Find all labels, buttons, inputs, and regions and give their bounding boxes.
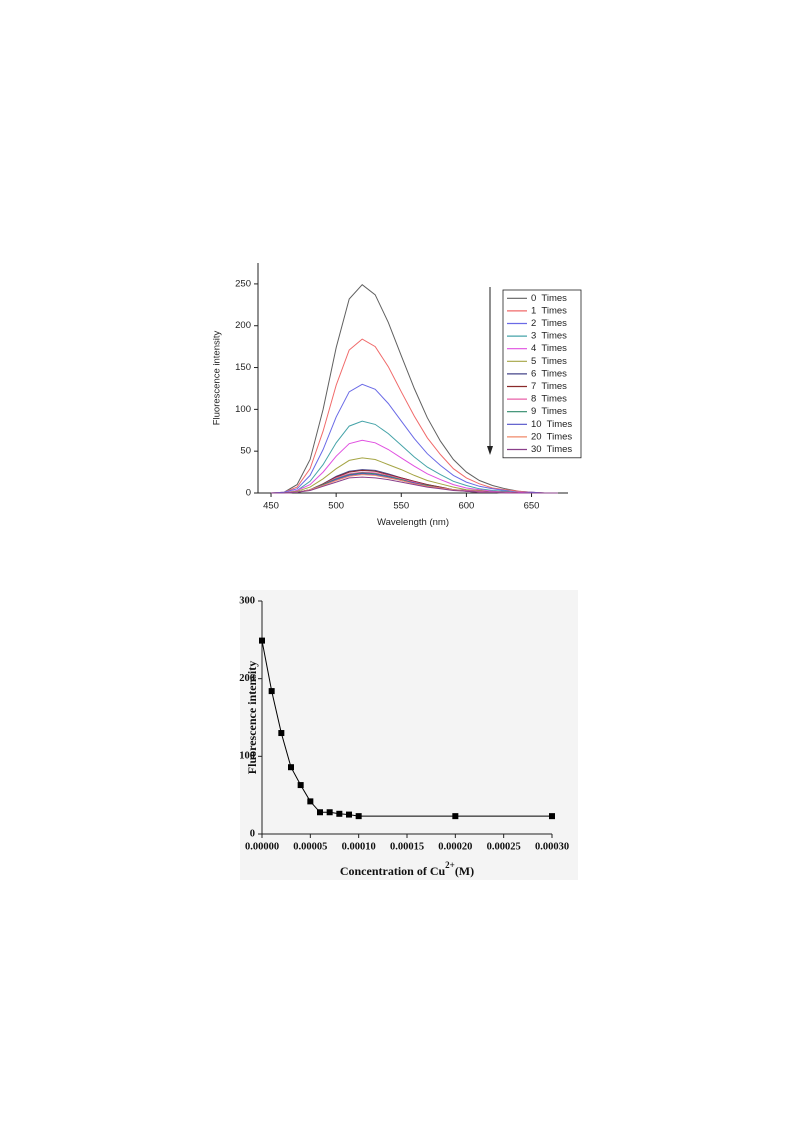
x-axis-label-suffix: (M) (455, 864, 474, 878)
marker (288, 764, 294, 771)
x-tick-label: 0.00030 (535, 841, 569, 852)
x-tick-label: 450 (263, 501, 279, 512)
spectrum-line (270, 338, 558, 494)
y-tick-label: 200 (239, 673, 255, 684)
x-axis-label-text: Concentration of Cu (340, 864, 446, 878)
x-axis-label-sup: 2+ (445, 860, 455, 870)
marker (278, 730, 285, 737)
marker (317, 809, 323, 816)
arrow-head (487, 446, 493, 455)
x-tick-label: 0.00005 (293, 841, 327, 852)
marker (549, 813, 555, 820)
x-tick-label: 500 (328, 501, 344, 512)
x-tick-label: 650 (524, 501, 540, 512)
legend-label: 2 Times (531, 318, 567, 329)
plot-background (240, 590, 578, 880)
spectra-chart: 0 50 100 150 200 250 450 500 550 600 650 Fluorescen… (212, 263, 582, 528)
legend-label: 7 Times (531, 381, 567, 392)
x-tick-label: 550 (393, 501, 409, 512)
y-tick-label: 150 (235, 362, 251, 373)
y-tick-label: 250 (235, 278, 251, 289)
x-tick-label: 0.00000 (245, 841, 279, 852)
x-axis-label: Concentration of Cu2+(M) (340, 860, 474, 878)
x-tick-label: 0.00025 (487, 841, 521, 852)
legend-label: 5 Times (531, 356, 567, 367)
y-tick-label: 300 (239, 595, 255, 606)
x-tick-label: 0.00015 (390, 841, 424, 852)
spectrum-line (270, 383, 558, 494)
marker (307, 798, 314, 805)
marker (326, 809, 333, 816)
x-tick-label: 0.00020 (438, 841, 472, 852)
y-tick-label: 100 (235, 404, 251, 415)
y-tick-label: 200 (235, 320, 251, 331)
legend-label: 9 Times (531, 406, 567, 417)
marker (259, 637, 265, 644)
marker (297, 782, 304, 789)
legend-label: 8 Times (531, 394, 567, 405)
legend-label: 30 Times (531, 444, 572, 455)
x-axis-label-text: Wavelength (nm) (377, 517, 449, 528)
spectrum-line (271, 420, 558, 494)
legend-label: 3 Times (531, 331, 567, 342)
quench-chart: 0 100 200 300 0.00000 0.00005 0.00010 0.00015 0.… (239, 590, 578, 880)
marker (268, 688, 275, 695)
legend-label: 4 Times (531, 343, 567, 354)
x-axis-label: Wavelength (nm) (377, 517, 449, 528)
marker (452, 813, 459, 820)
spectrum-line (270, 284, 558, 494)
marker (355, 813, 362, 820)
y-axis-label: Fluorescence intensity (245, 661, 259, 774)
x-tick-label: 600 (458, 501, 474, 512)
y-tick-label: 0 (250, 828, 255, 839)
legend-label: 10 Times (531, 419, 572, 430)
y-tick-label: 50 (240, 446, 251, 457)
marker (346, 811, 352, 818)
x-tick-label: 0.00010 (342, 841, 376, 852)
legend-label: 0 Times (531, 293, 567, 304)
y-tick-label: 0 (246, 488, 251, 499)
legend-label: 1 Times (531, 305, 567, 316)
legend-label: 20 Times (531, 431, 572, 442)
y-axis-label: Fluorescence intensity (212, 330, 223, 425)
spectrum-line (271, 476, 558, 494)
y-tick-label: 100 (239, 751, 255, 762)
legend-label: 6 Times (531, 368, 567, 379)
marker (336, 810, 343, 817)
